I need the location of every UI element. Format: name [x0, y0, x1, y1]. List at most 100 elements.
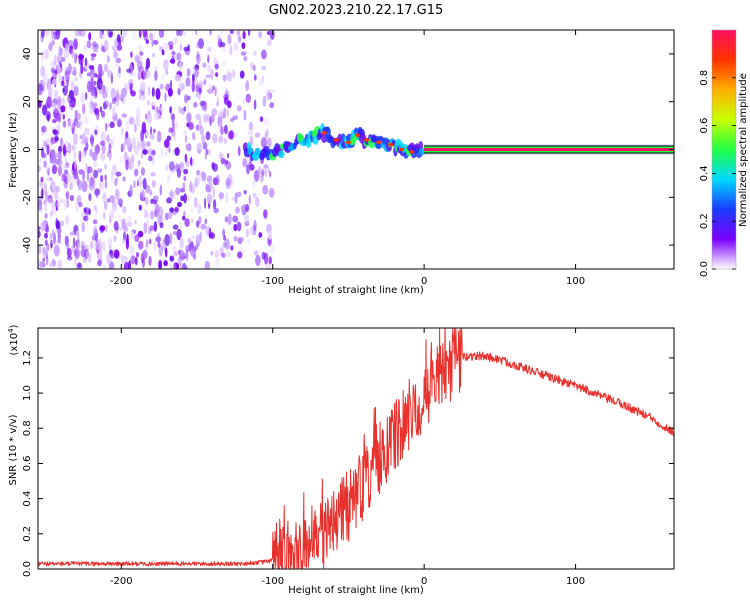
heatmap-noise-blob: [151, 149, 156, 156]
heatmap-noise-blob: [193, 197, 198, 208]
heatmap-noise-blob: [248, 194, 251, 205]
heatmap-noise-blob: [186, 112, 192, 123]
heatmap-noise-blob: [145, 131, 150, 137]
heatmap-noise-blob: [182, 262, 187, 269]
heatmap-noise-blob: [253, 219, 257, 232]
heatmap-noise-blob: [136, 180, 139, 187]
heatmap-noise-blob: [186, 105, 190, 112]
heatmap-noise-blob: [185, 248, 189, 261]
colorbar-tick-label: 0.0: [699, 261, 710, 277]
heatmap-noise-blob: [51, 229, 55, 239]
heatmap-noise-blob: [57, 237, 61, 244]
heatmap-noise-blob: [78, 150, 82, 162]
heatmap-noise-blob: [65, 43, 70, 53]
heatmap-noise-blob: [175, 187, 181, 196]
heatmap-noise-blob: [185, 244, 192, 252]
snr-plot-area: [38, 328, 674, 569]
heatmap-noise-blob: [142, 149, 148, 155]
heatmap-noise-blob: [233, 235, 238, 242]
heatmap-noise-blob: [73, 38, 78, 50]
heatmap-noise-blob: [50, 210, 53, 218]
heatmap-noise-blob: [55, 185, 60, 193]
heatmap-noise-blob: [109, 210, 113, 221]
heatmap-noise-blob: [52, 31, 58, 36]
heatmap-noise-blob: [107, 198, 110, 203]
heatmap-noise-blob: [216, 96, 220, 106]
heatmap-noise-blob: [76, 108, 79, 120]
snr-series-line: [38, 328, 674, 569]
heatmap-noise-blob: [212, 133, 218, 144]
heatmap-noise-blob: [227, 72, 233, 82]
heatmap-noise-blob: [88, 65, 95, 70]
heatmap-noise-blob: [192, 131, 196, 141]
heatmap-noise-blob: [204, 153, 207, 160]
heatmap-noise-blob: [268, 256, 272, 265]
heatmap-noise-blob: [93, 80, 97, 86]
heatmap-noise-blob: [121, 240, 126, 245]
heatmap-noise-blob: [244, 214, 250, 225]
heatmap-noise-blob: [83, 244, 89, 252]
heatmap-noise-blob: [84, 127, 90, 135]
heatmap-noise-blob: [247, 239, 250, 244]
heatmap-noise-blob: [159, 83, 164, 90]
heatmap-noise-blob: [130, 72, 136, 77]
heatmap-noise-blob: [252, 192, 257, 199]
heatmap-noise-blob: [80, 62, 84, 75]
snr-y-tick-label: 0.6: [22, 455, 33, 471]
heatmap-noise-blob: [115, 171, 122, 177]
heatmap-noise-blob: [162, 238, 165, 250]
heatmap-noise-blob: [56, 238, 63, 245]
heatmap-noise-blob: [183, 193, 188, 204]
heatmap-noise-blob: [164, 151, 168, 157]
heatmap-noise-blob: [253, 74, 257, 81]
heatmap-noise-blob: [84, 57, 88, 67]
heatmap-noise-blob: [158, 244, 163, 257]
heatmap-noise-blob: [103, 100, 109, 109]
heatmap-noise-blob: [86, 40, 92, 49]
heatmap-noise-blob: [196, 51, 200, 61]
heatmap-noise-blob: [92, 72, 98, 78]
heatmap-noise-blob: [167, 87, 173, 97]
spectrogram-x-tick-label: 0: [421, 276, 427, 287]
heatmap-noise-blob: [214, 250, 220, 259]
heatmap-noise-blob: [135, 107, 138, 118]
heatmap-noise-blob: [90, 89, 95, 97]
heatmap-noise-blob: [137, 240, 144, 250]
heatmap-noise-blob: [137, 66, 141, 72]
heatmap-noise-blob: [230, 245, 234, 251]
heatmap-noise-blob: [94, 232, 98, 243]
heatmap-noise-blob: [82, 255, 88, 263]
heatmap-noise-blob: [148, 238, 152, 245]
heatmap-noise-blob: [63, 47, 70, 59]
heatmap-noise-blob: [66, 197, 69, 209]
heatmap-noise-blob: [199, 100, 205, 107]
heatmap-noise-blob: [199, 118, 202, 129]
heatmap-noise-blob: [218, 192, 225, 199]
heatmap-noise-blob: [64, 215, 70, 225]
heatmap-noise-blob: [155, 88, 161, 100]
heatmap-noise-blob: [74, 159, 77, 170]
heatmap-noise-blob: [132, 180, 137, 189]
heatmap-noise-blob: [269, 89, 276, 94]
heatmap-noise-blob: [66, 248, 72, 258]
heatmap-noise-blob: [252, 177, 256, 189]
heatmap-noise-blob: [263, 209, 268, 219]
heatmap-noise-blob: [158, 259, 162, 269]
heatmap-noise-blob: [54, 136, 59, 142]
heatmap-noise-blob: [51, 205, 55, 216]
heatmap-noise-blob: [137, 106, 141, 118]
heatmap-noise-blob: [263, 252, 269, 265]
colorbar-tick-label: 0.2: [699, 213, 710, 229]
heatmap-noise-blob: [193, 254, 196, 260]
heatmap-noise-blob: [174, 147, 180, 156]
heatmap-noise-blob: [201, 134, 206, 145]
heatmap-noise-blob: [152, 195, 159, 201]
heatmap-noise-blob: [171, 114, 175, 126]
heatmap-noise-blob: [232, 215, 239, 223]
heatmap-noise-blob: [266, 128, 269, 138]
heatmap-noise-blob: [65, 158, 68, 167]
heatmap-noise-blob: [113, 198, 119, 206]
heatmap-noise-blob: [173, 251, 179, 257]
heatmap-noise-blob: [66, 162, 69, 167]
